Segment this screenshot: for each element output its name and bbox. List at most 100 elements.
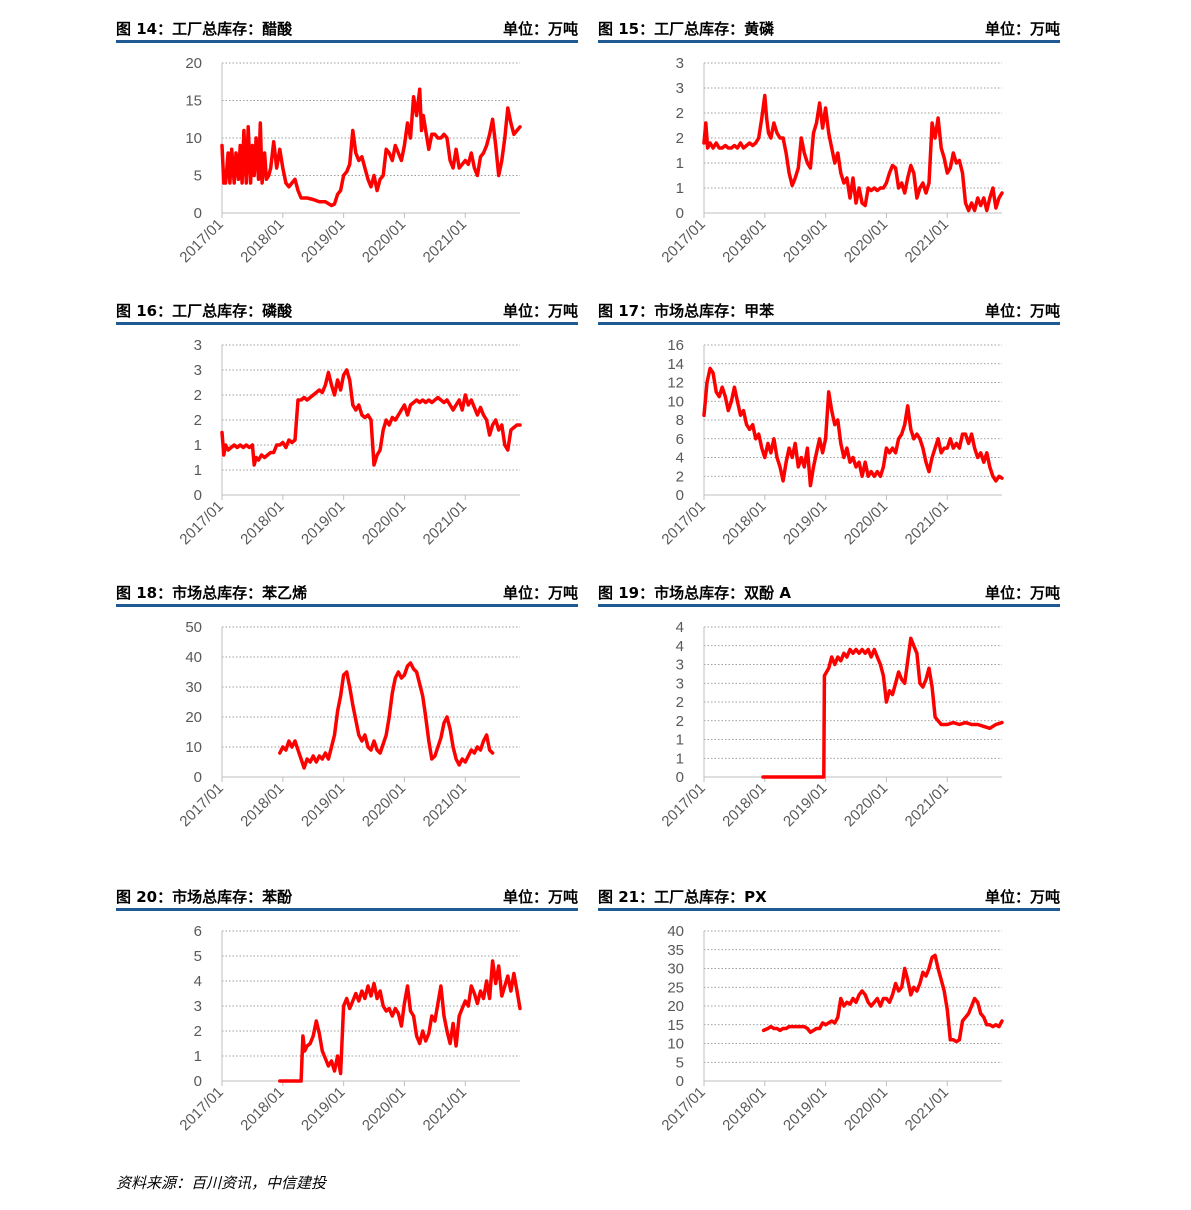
y-tick-label: 10 — [667, 1036, 684, 1053]
chart-header: 图 21：工厂总库存：PX 单位：万吨 — [598, 882, 1060, 908]
chart-panel-fig20: 图 20：市场总库存：苯酚 单位：万吨 0 1 2 3 4 5 6 2017/01 2018/0… — [116, 882, 578, 1164]
x-tick-label: 2017/01 — [176, 216, 226, 266]
y-tick-label: 1 — [194, 462, 202, 479]
y-tick-label: 3 — [676, 675, 684, 692]
y-tick-label: 3 — [676, 55, 684, 72]
series-line — [702, 93, 1004, 213]
y-tick-label: 40 — [185, 649, 202, 666]
x-tick-label: 2018/01 — [719, 498, 769, 548]
x-tick-label: 2019/01 — [298, 1084, 348, 1134]
title-rule — [116, 322, 578, 325]
y-tick-label: 5 — [676, 1054, 684, 1071]
y-tick-label: 0 — [676, 769, 684, 786]
series-line — [761, 953, 1004, 1044]
x-tick-label: 2018/01 — [719, 1084, 769, 1134]
y-tick-label: 2 — [194, 412, 202, 429]
y-tick-label: 4 — [676, 619, 684, 636]
chart-panel-fig16: 图 16：工厂总库存：磷酸 单位：万吨 0 1 1 2 2 3 3 2017/01 2018/0… — [116, 296, 578, 578]
y-tick-label: 1 — [194, 1048, 202, 1065]
x-tick-label: 2020/01 — [359, 498, 409, 548]
y-tick-label: 6 — [194, 923, 202, 940]
chart-unit: 单位：万吨 — [984, 584, 1060, 602]
x-tick-label: 2018/01 — [719, 216, 769, 266]
line-chart: 0 1 2 3 4 5 6 2017/01 2018/01 2019/01 2020/01 2021/… — [176, 923, 522, 1134]
x-tick-label: 2020/01 — [359, 1084, 409, 1134]
x-tick-label: 2019/01 — [780, 216, 830, 266]
x-tick-label: 2017/01 — [658, 1084, 708, 1134]
chart-header: 图 15：工厂总库存：黄磷 单位：万吨 — [598, 14, 1060, 40]
y-tick-label: 20 — [185, 709, 202, 726]
x-tick-label: 2020/01 — [841, 498, 891, 548]
y-tick-label: 2 — [676, 713, 684, 730]
x-tick-label: 2017/01 — [658, 216, 708, 266]
x-tick-label: 2018/01 — [237, 216, 287, 266]
line-chart: 0 1 1 2 2 3 3 2017/01 2018/01 2019/01 2020/01 2021/… — [658, 55, 1004, 266]
line-chart: 0 1 1 2 2 3 3 2017/01 2018/01 2019/01 2020/01 2021/… — [176, 337, 522, 548]
line-chart: 0 10 20 30 40 50 2017/01 2018/01 2019/01 2020/01 2… — [176, 619, 520, 830]
chart-title: 图 21：工厂总库存：PX — [598, 888, 767, 906]
chart-panel-fig18: 图 18：市场总库存：苯乙烯 单位：万吨 0 10 20 30 40 50 2017/01 2… — [116, 578, 578, 860]
y-tick-label: 0 — [676, 487, 684, 504]
chart-title: 图 20：市场总库存：苯酚 — [116, 888, 293, 906]
y-tick-label: 3 — [194, 998, 202, 1015]
x-tick-label: 2021/01 — [902, 780, 952, 830]
chart-header: 图 20：市场总库存：苯酚 单位：万吨 — [116, 882, 578, 908]
x-tick-label: 2021/01 — [902, 1084, 952, 1134]
chart-unit: 单位：万吨 — [984, 888, 1060, 906]
y-tick-label: 2 — [676, 105, 684, 122]
chart-unit: 单位：万吨 — [502, 888, 578, 906]
y-tick-label: 1 — [676, 155, 684, 172]
chart-title: 图 17：市场总库存：甲苯 — [598, 302, 775, 320]
y-tick-label: 10 — [185, 739, 202, 756]
chart-unit: 单位：万吨 — [502, 302, 578, 320]
x-tick-label: 2018/01 — [237, 498, 287, 548]
y-tick-label: 3 — [676, 657, 684, 674]
y-tick-label: 4 — [676, 450, 684, 467]
title-rule — [116, 908, 578, 911]
y-tick-label: 35 — [667, 942, 684, 959]
y-tick-label: 0 — [194, 769, 202, 786]
y-tick-label: 2 — [194, 1023, 202, 1040]
x-tick-label: 2019/01 — [780, 780, 830, 830]
chart-unit: 单位：万吨 — [502, 20, 578, 38]
x-tick-label: 2018/01 — [237, 780, 287, 830]
line-chart: 0 5 10 15 20 2017/01 2018/01 2019/01 2020/01 2021… — [176, 55, 522, 266]
chart-header: 图 19：市场总库存：双酚 A 单位：万吨 — [598, 578, 1060, 604]
chart-panel-fig15: 图 15：工厂总库存：黄磷 单位：万吨 0 1 1 2 2 3 3 2017/01 2018/0… — [598, 14, 1060, 296]
y-tick-label: 0 — [194, 487, 202, 504]
x-tick-label: 2017/01 — [658, 498, 708, 548]
y-tick-label: 30 — [667, 961, 684, 978]
y-tick-label: 0 — [676, 1073, 684, 1090]
chart-header: 图 18：市场总库存：苯乙烯 单位：万吨 — [116, 578, 578, 604]
x-tick-label: 2018/01 — [719, 780, 769, 830]
x-tick-label: 2021/01 — [420, 216, 470, 266]
y-tick-label: 3 — [194, 362, 202, 379]
series-line — [761, 636, 1004, 779]
y-tick-label: 2 — [676, 694, 684, 711]
x-tick-label: 2017/01 — [176, 780, 226, 830]
x-tick-label: 2020/01 — [359, 216, 409, 266]
y-tick-label: 50 — [185, 619, 202, 636]
title-rule — [116, 604, 578, 607]
x-tick-label: 2021/01 — [420, 780, 470, 830]
x-tick-label: 2019/01 — [298, 780, 348, 830]
chart-panel-fig19: 图 19：市场总库存：双酚 A 单位：万吨 0 1 1 2 2 3 3 4 4 2017/01 20… — [598, 578, 1060, 860]
chart-header: 图 17：市场总库存：甲苯 单位：万吨 — [598, 296, 1060, 322]
x-tick-label: 2020/01 — [359, 780, 409, 830]
chart-unit: 单位：万吨 — [984, 302, 1060, 320]
y-tick-label: 3 — [676, 80, 684, 97]
y-tick-label: 30 — [185, 679, 202, 696]
y-tick-label: 14 — [667, 356, 684, 373]
y-tick-label: 6 — [676, 431, 684, 448]
title-rule — [598, 604, 1060, 607]
x-tick-label: 2020/01 — [841, 1084, 891, 1134]
series-line — [278, 959, 522, 1083]
y-tick-label: 16 — [667, 337, 684, 354]
y-tick-label: 1 — [676, 732, 684, 749]
chart-panel-fig21: 图 21：工厂总库存：PX 单位：万吨 0 5 10 15 20 25 30 35 40 2017… — [598, 882, 1060, 1164]
y-tick-label: 1 — [194, 437, 202, 454]
x-tick-label: 2021/01 — [420, 1084, 470, 1134]
x-tick-label: 2020/01 — [841, 780, 891, 830]
y-tick-label: 40 — [667, 923, 684, 940]
